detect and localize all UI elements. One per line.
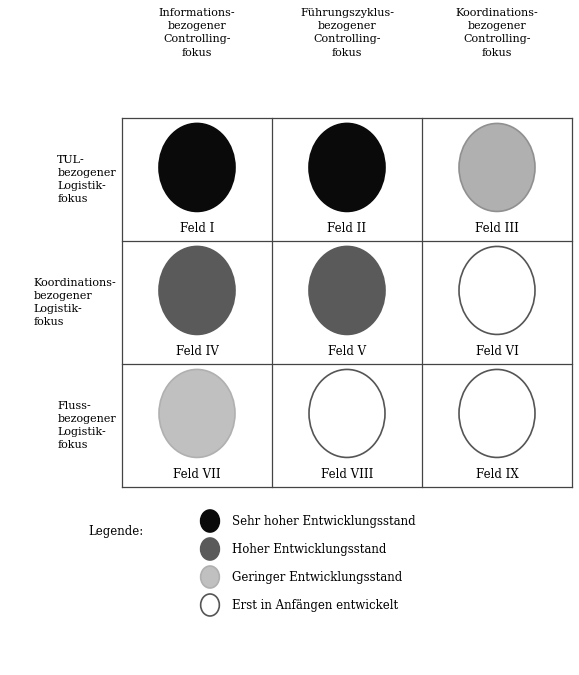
Text: Feld VIII: Feld VIII <box>321 468 373 481</box>
Ellipse shape <box>201 538 219 560</box>
Ellipse shape <box>309 246 385 334</box>
Text: Koordinations-
bezogener
Logistik-
fokus: Koordinations- bezogener Logistik- fokus <box>33 277 116 327</box>
Ellipse shape <box>309 369 385 458</box>
Ellipse shape <box>159 369 235 458</box>
Text: Feld IX: Feld IX <box>475 468 518 481</box>
Ellipse shape <box>201 510 219 532</box>
Text: Geringer Entwicklungsstand: Geringer Entwicklungsstand <box>232 570 402 583</box>
Text: Feld V: Feld V <box>328 345 366 358</box>
Text: Koordinations-
bezogener
Controlling-
fokus: Koordinations- bezogener Controlling- fo… <box>456 8 538 57</box>
Ellipse shape <box>309 124 385 211</box>
Text: Feld III: Feld III <box>475 222 519 235</box>
Text: Erst in Anfängen entwickelt: Erst in Anfängen entwickelt <box>232 599 398 612</box>
Text: Informations-
bezogener
Controlling-
fokus: Informations- bezogener Controlling- fok… <box>159 8 235 57</box>
Text: TUL-
bezogener
Logistik-
fokus: TUL- bezogener Logistik- fokus <box>57 155 116 205</box>
Text: Feld VI: Feld VI <box>475 345 518 358</box>
Text: Feld IV: Feld IV <box>175 345 218 358</box>
Ellipse shape <box>159 246 235 334</box>
Text: Feld II: Feld II <box>328 222 367 235</box>
Ellipse shape <box>459 369 535 458</box>
Ellipse shape <box>201 566 219 588</box>
Text: Hoher Entwicklungsstand: Hoher Entwicklungsstand <box>232 543 386 556</box>
Text: Feld I: Feld I <box>180 222 214 235</box>
Ellipse shape <box>459 124 535 211</box>
Ellipse shape <box>159 124 235 211</box>
Text: Legende:: Legende: <box>88 524 143 537</box>
Ellipse shape <box>201 594 219 616</box>
Text: Fluss-
bezogener
Logistik-
fokus: Fluss- bezogener Logistik- fokus <box>57 401 116 450</box>
Ellipse shape <box>459 246 535 334</box>
Text: Führungszyklus-
bezogener
Controlling-
fokus: Führungszyklus- bezogener Controlling- f… <box>300 8 394 57</box>
Text: Sehr hoher Entwicklungsstand: Sehr hoher Entwicklungsstand <box>232 514 416 527</box>
Text: Feld VII: Feld VII <box>173 468 221 481</box>
